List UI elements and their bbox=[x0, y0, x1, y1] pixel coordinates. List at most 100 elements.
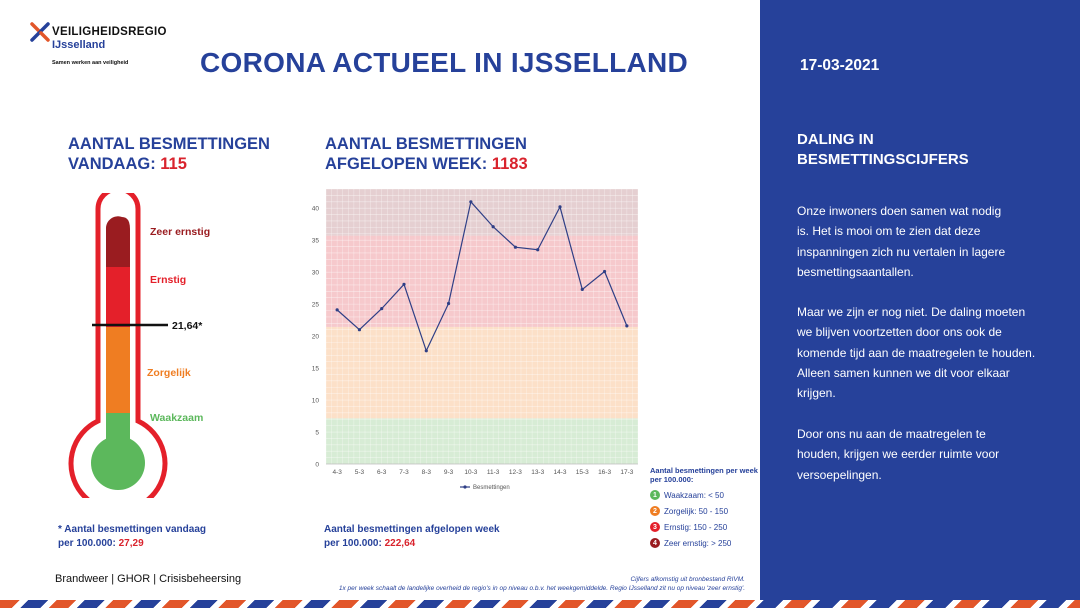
today-count: 115 bbox=[160, 155, 187, 173]
y-tick-label: 35 bbox=[312, 238, 320, 245]
logo-org-name: VEILIGHEIDSREGIO bbox=[52, 26, 167, 38]
chart-band bbox=[326, 189, 638, 236]
x-tick-label: 14-3 bbox=[553, 469, 566, 476]
side-p2-line: krijgen. bbox=[797, 386, 836, 401]
week-heading-prefix: AFGELOPEN WEEK: bbox=[325, 155, 492, 173]
legend-label: Besmettingen bbox=[473, 485, 510, 491]
level-2-badge: 2 bbox=[650, 506, 660, 516]
side-p1-line: is. Het is mooi om te zien dat deze bbox=[797, 224, 981, 239]
series-line bbox=[336, 200, 628, 353]
data-point bbox=[558, 205, 562, 209]
level-legend-item: 4 Zeer ernstig: > 250 bbox=[650, 538, 760, 548]
side-paragraph-1: Onze inwoners doen samen wat nodig is. H… bbox=[797, 201, 1062, 282]
today-footnote-prefix: per 100.000: bbox=[58, 538, 119, 549]
side-p1-line: besmettingsaantallen. bbox=[797, 264, 914, 279]
data-point bbox=[446, 301, 451, 306]
side-p2-line: Maar we zijn er nog niet. De daling moet… bbox=[797, 305, 1026, 319]
y-tick-label: 25 bbox=[312, 302, 320, 309]
x-tick-label: 13-3 bbox=[531, 469, 544, 476]
data-point bbox=[380, 306, 384, 311]
footer-source-line1: Cijfers afkomstig uit bronbestand RIVM. bbox=[630, 576, 745, 583]
y-tick-label: 30 bbox=[312, 270, 320, 277]
level-legend-item: 3 Ernstig: 150 - 250 bbox=[650, 522, 760, 532]
level-label-ernstig: Ernstig bbox=[150, 274, 186, 286]
page-title: CORONA ACTUEEL IN IJSSELLAND bbox=[200, 47, 689, 78]
today-footnote-value: 27,29 bbox=[118, 538, 144, 549]
side-p3-line: versoepelingen. bbox=[797, 467, 882, 482]
chart-band bbox=[326, 418, 638, 464]
week-line-chart: 0 5 10 15 20 25 30 35 40 4-3 5-3 6-3 7-3 8-3 9-3 10-3 11… bbox=[312, 188, 639, 491]
level-label-zorgelijk: Zorgelijk bbox=[147, 367, 191, 379]
x-tick-label: 11-3 bbox=[487, 469, 500, 476]
side-p2-line: Alleen samen kunnen we dit voor elkaar bbox=[797, 365, 1010, 380]
y-tick-label: 10 bbox=[312, 398, 320, 405]
legend-swatch-point bbox=[463, 485, 467, 489]
side-p3-line: houden, krijgen we eerder ruimte voor bbox=[797, 447, 1000, 462]
x-tick-label: 8-3 bbox=[422, 469, 432, 476]
x-tick-label: 10-3 bbox=[464, 469, 477, 476]
data-point bbox=[536, 248, 540, 252]
level-1-badge: 1 bbox=[650, 490, 660, 500]
chart-band bbox=[326, 326, 638, 419]
logo-org-sub: IJsselland bbox=[52, 39, 106, 51]
level-legend: Aantal besmettingen per week per 100.000… bbox=[650, 466, 760, 548]
week-footnote-prefix: per 100.000: bbox=[324, 538, 385, 549]
level-legend-label: Waakzaam: < 50 bbox=[664, 490, 724, 500]
week-count: 1183 bbox=[491, 155, 528, 173]
x-tick-label: 17-3 bbox=[620, 469, 633, 476]
data-point bbox=[602, 269, 607, 274]
x-tick-label: 5-3 bbox=[355, 469, 365, 476]
side-p1-line: inspanningen zich nu vertalen in lagere bbox=[797, 244, 1006, 259]
data-point bbox=[335, 308, 339, 312]
data-point bbox=[469, 200, 473, 204]
side-p2-line: komende tijd aan de maatregelen te houde… bbox=[797, 345, 1036, 360]
level-zorgelijk-fill bbox=[106, 327, 130, 413]
today-heading: AANTAL BESMETTINGEN VANDAAG: 115 bbox=[68, 134, 270, 174]
level-label-zeer-ernstig: Zeer ernstig bbox=[150, 226, 210, 238]
side-heading: DALING IN BESMETTINGSCIJFERS bbox=[797, 130, 969, 170]
y-tick-label: 20 bbox=[312, 334, 320, 341]
data-point bbox=[402, 282, 406, 286]
level-legend-label: Ernstig: 150 - 250 bbox=[664, 522, 728, 532]
data-point bbox=[580, 287, 584, 292]
x-tick-label: 16-3 bbox=[598, 469, 611, 476]
side-p1-line: Onze inwoners doen samen wat nodig bbox=[797, 204, 1002, 218]
level-4-badge: 4 bbox=[650, 538, 660, 548]
level-3-badge: 3 bbox=[650, 522, 660, 532]
week-heading: AANTAL BESMETTINGEN AFGELOPEN WEEK: 1183 bbox=[325, 134, 528, 174]
y-tick-label: 0 bbox=[315, 462, 319, 469]
x-tick-label: 7-3 bbox=[399, 469, 409, 476]
x-tick-label: 9-3 bbox=[444, 469, 454, 476]
side-heading-line2: BESMETTINGSCIJFERS bbox=[797, 151, 969, 168]
side-p3-line: Door ons nu aan de maatregelen te bbox=[797, 427, 986, 441]
x-tick-label: 6-3 bbox=[377, 469, 387, 476]
level-zeer-ernstig-fill bbox=[105, 216, 130, 267]
footer-source-line2: 1x per week schaalt de landelijke overhe… bbox=[338, 585, 745, 592]
today-footnote-line1: * Aantal besmettingen vandaag bbox=[58, 524, 206, 535]
level-ernstig-fill bbox=[106, 267, 130, 327]
main-panel: VEILIGHEIDSREGIO IJsselland Samen werken… bbox=[30, 22, 760, 592]
y-tick-label: 5 bbox=[315, 430, 319, 437]
side-heading-line1: DALING IN bbox=[797, 131, 874, 148]
data-point bbox=[357, 328, 362, 332]
data-point bbox=[625, 324, 629, 328]
side-p2-line: we blijven voortzetten door ons ook de bbox=[797, 325, 1002, 340]
report-date: 17-03-2021 bbox=[800, 57, 880, 74]
thermometer-marker-label: 21,64* bbox=[172, 320, 203, 332]
bottom-stripe bbox=[0, 600, 1080, 608]
data-point bbox=[424, 349, 428, 353]
side-panel bbox=[760, 0, 1080, 600]
level-legend-label: Zorgelijk: 50 - 150 bbox=[664, 506, 729, 516]
level-legend-item: 2 Zorgelijk: 50 - 150 bbox=[650, 506, 760, 516]
x-tick-label: 4-3 bbox=[332, 469, 342, 476]
data-point bbox=[491, 225, 495, 229]
x-tick-label: 15-3 bbox=[576, 469, 589, 476]
thermometer: 21,64* Zeer ernstig Ernstig Zorgelijk Wa… bbox=[68, 193, 210, 498]
week-heading-line1: AANTAL BESMETTINGEN bbox=[325, 135, 527, 153]
week-footnote: Aantal besmettingen afgelopen week per 1… bbox=[324, 523, 500, 551]
week-footnote-value: 222,64 bbox=[384, 538, 416, 549]
level-legend-title: Aantal besmettingen per week per 100.000… bbox=[650, 466, 758, 484]
thermometer-bulb bbox=[91, 436, 145, 490]
side-paragraph-3: Door ons nu aan de maatregelen te houden… bbox=[797, 424, 1062, 485]
level-legend-item: 1 Waakzaam: < 50 bbox=[650, 490, 760, 500]
